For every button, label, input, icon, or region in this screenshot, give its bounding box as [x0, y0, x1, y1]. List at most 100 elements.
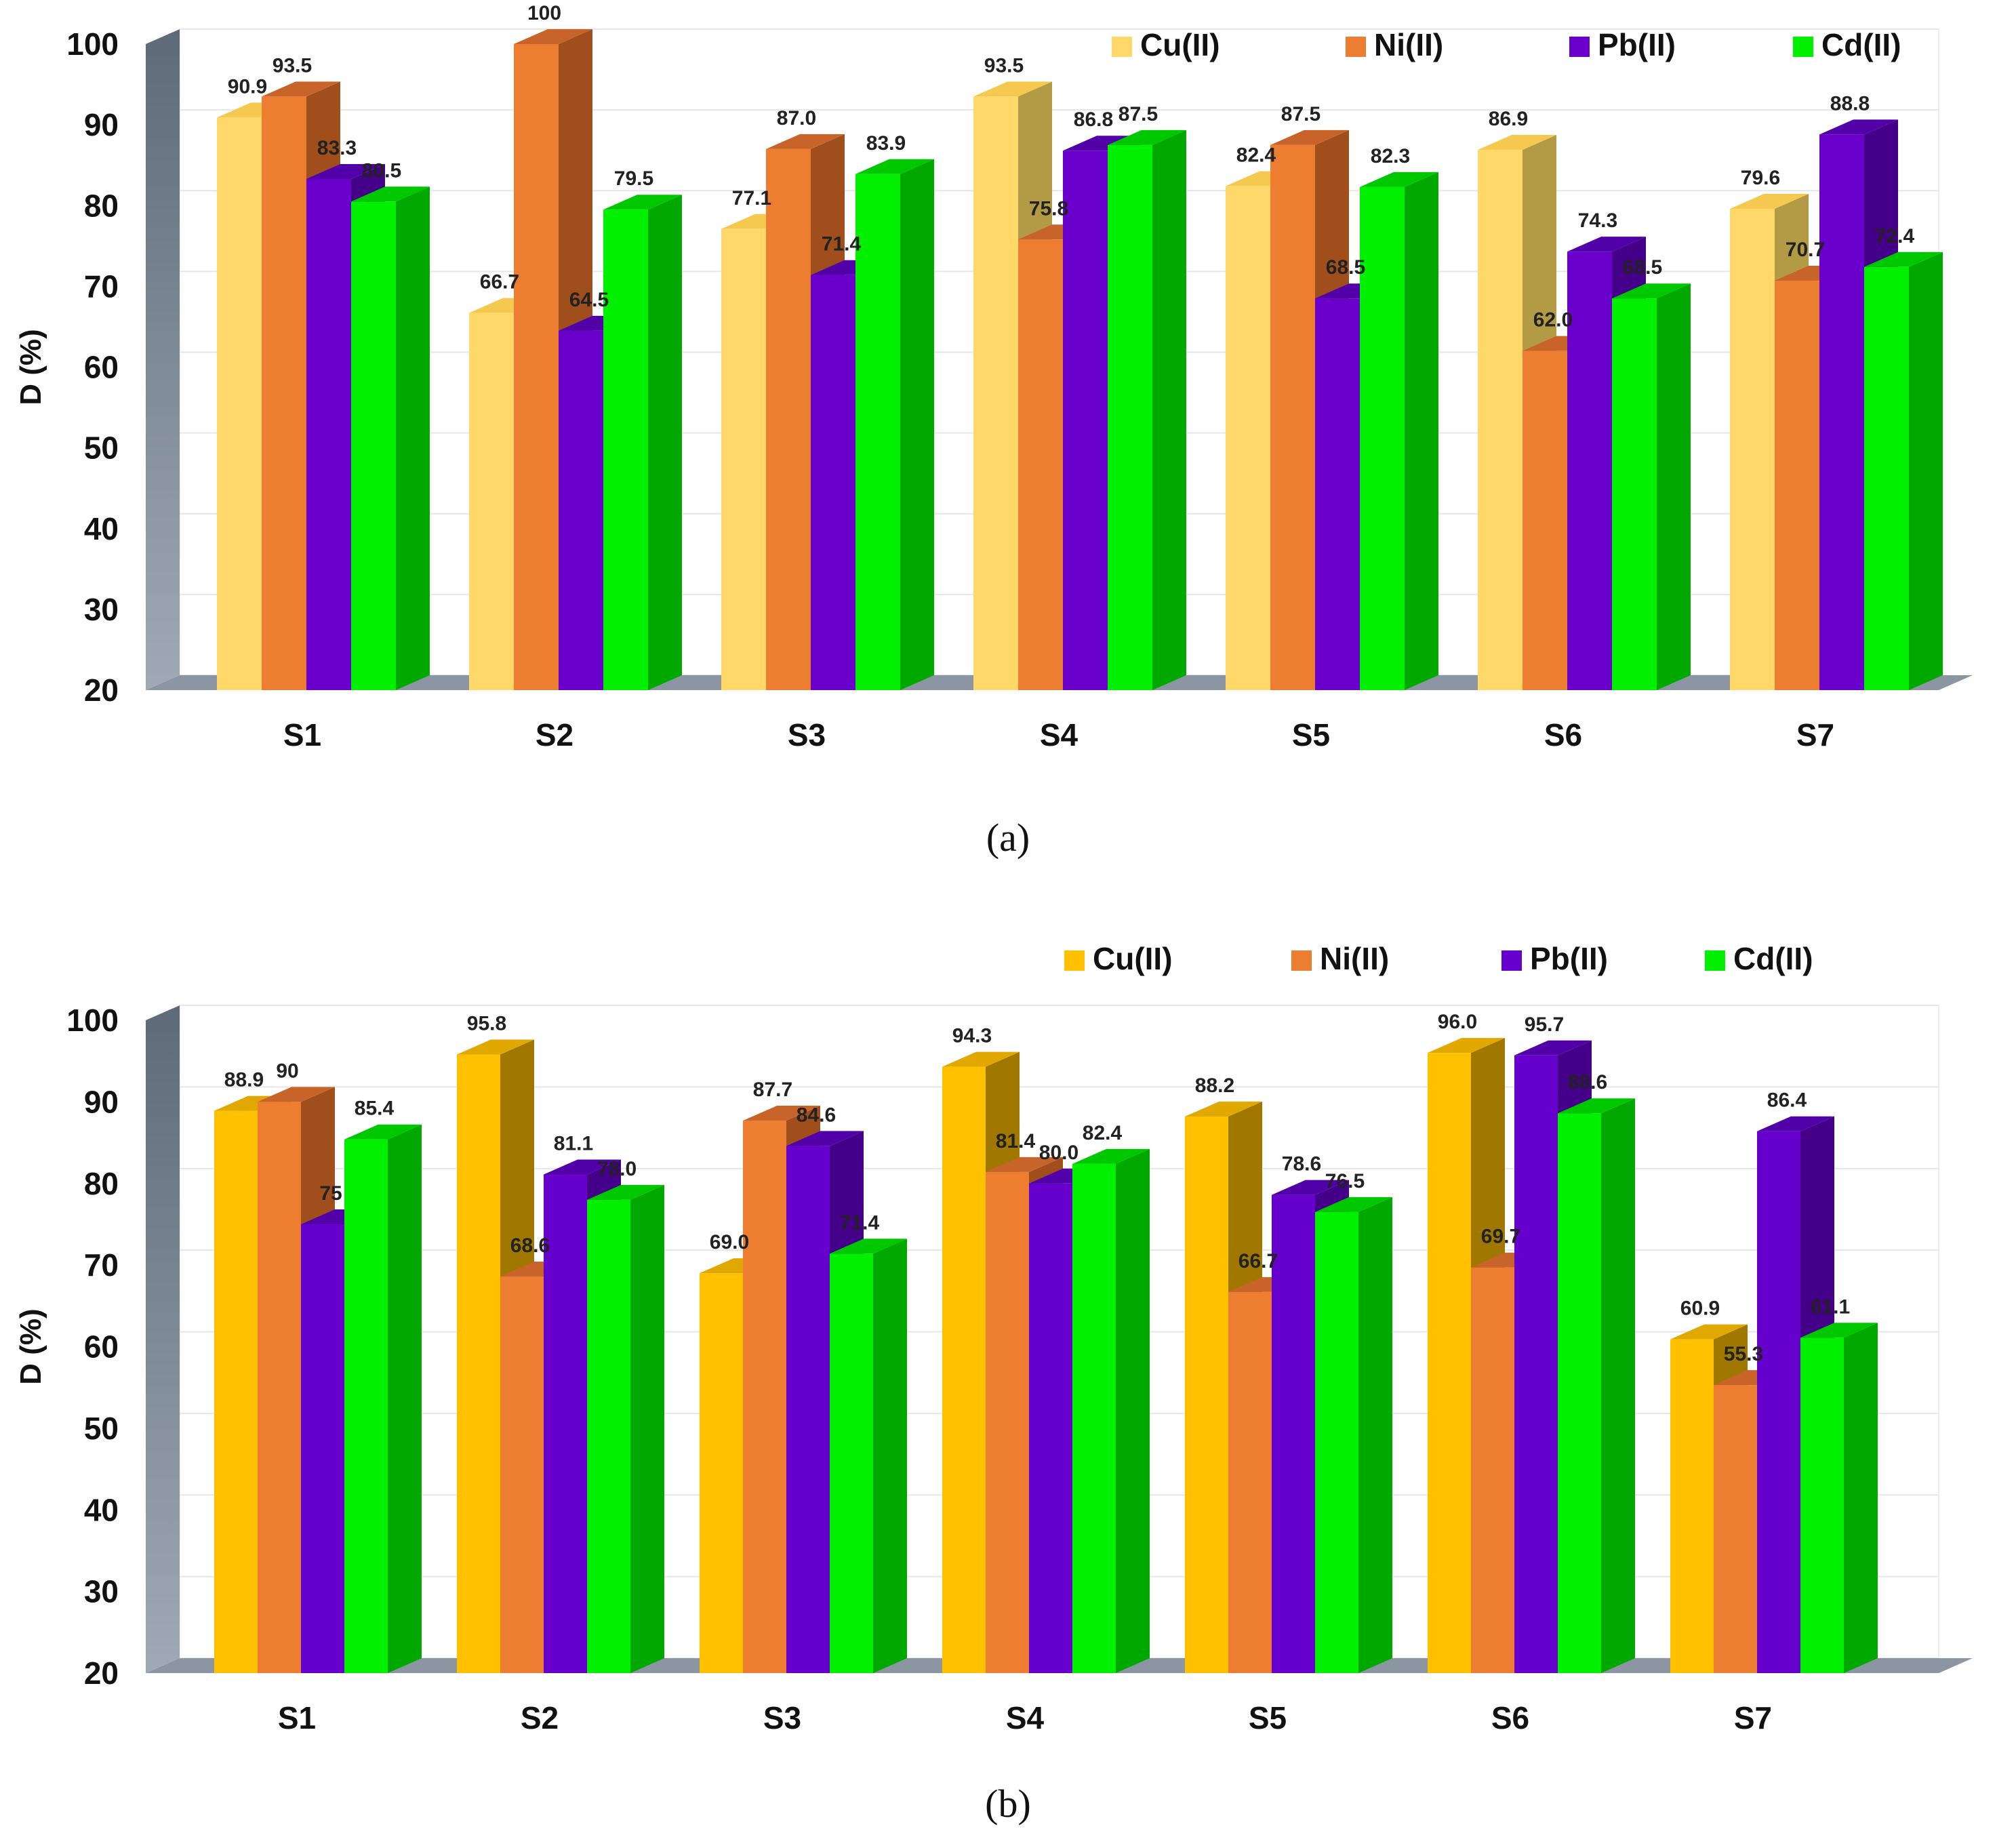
bar-front	[1819, 134, 1864, 691]
data-label: 86.4	[1767, 1089, 1807, 1112]
bar-top	[544, 1159, 621, 1175]
bar-top	[1757, 1116, 1834, 1131]
plot-side-wall	[146, 29, 180, 690]
y-tick-label: 80	[84, 1166, 119, 1201]
panel-caption: (a)	[986, 816, 1030, 860]
data-label: 62.0	[1533, 309, 1573, 332]
y-tick-label: 90	[84, 107, 119, 142]
bar-front	[855, 174, 900, 690]
bar-front	[811, 275, 855, 690]
data-label: 78.0	[597, 1158, 637, 1180]
x-tick-label: S6	[1544, 717, 1582, 752]
legend-swatch	[1346, 37, 1366, 57]
bar-front	[1730, 209, 1775, 690]
data-label: 95.8	[467, 1013, 506, 1035]
data-label: 66.7	[1238, 1250, 1278, 1272]
bar-front	[1478, 150, 1523, 690]
bar-front	[1018, 239, 1063, 691]
data-label: 75	[319, 1182, 342, 1205]
bar-front	[262, 96, 306, 690]
chart-a: 20 30 40 50 60 70 80 90 100 D (%) 90.9 93.5 83.3 80.5…	[0, 0, 2016, 881]
y-tick-label: 30	[84, 592, 119, 627]
data-label: 93.5	[273, 54, 312, 77]
x-tick-label: S2	[521, 1700, 559, 1735]
bar-top	[1315, 1197, 1392, 1212]
x-tick-label: S5	[1292, 717, 1330, 752]
bar-front	[721, 228, 766, 690]
data-label: 90.9	[228, 75, 267, 98]
data-label: 81.1	[554, 1133, 593, 1155]
bar-top	[306, 163, 385, 179]
data-label: 86.9	[1489, 108, 1528, 130]
y-tick-label: 50	[84, 1411, 119, 1446]
data-label: 87.0	[777, 107, 816, 129]
bar-top	[1558, 1098, 1635, 1114]
bar-top	[1670, 1324, 1748, 1340]
legend-swatch	[1569, 37, 1590, 57]
data-label: 69.7	[1481, 1226, 1520, 1248]
bar-s1-cdii	[344, 1124, 422, 1673]
legend-label: Cu(II)	[1140, 27, 1220, 62]
y-tick-label: 90	[84, 1084, 119, 1119]
data-label: 82.3	[1371, 145, 1410, 167]
bar-top	[1612, 283, 1691, 299]
data-label: 74.3	[1578, 209, 1617, 232]
bar-front	[351, 201, 396, 690]
bar-front	[1523, 350, 1567, 690]
bar-top	[514, 29, 592, 44]
bar-front	[1063, 150, 1108, 690]
bar-front	[1072, 1163, 1116, 1673]
bar-front	[1226, 186, 1270, 690]
bar-top	[1360, 172, 1438, 187]
y-tick-label: 30	[84, 1574, 119, 1609]
data-label: 87.7	[753, 1079, 792, 1101]
bar-side	[1358, 1197, 1392, 1673]
bar-front	[973, 96, 1018, 690]
bar-top	[603, 195, 682, 210]
bar-top	[1514, 1040, 1592, 1056]
bar-front	[1270, 144, 1315, 690]
legend-label: Pb(II)	[1530, 941, 1608, 976]
bar-side	[396, 186, 430, 690]
legend-label: Cu(II)	[1093, 941, 1173, 976]
bar-top	[351, 186, 430, 202]
bar-side	[388, 1124, 422, 1673]
y-tick-label: 70	[84, 1247, 119, 1283]
data-label: 78.6	[1282, 1153, 1321, 1176]
data-label: 66.7	[480, 271, 519, 294]
data-label: 90	[276, 1060, 298, 1082]
bar-top	[344, 1124, 422, 1140]
bar-front	[1558, 1113, 1601, 1673]
bar-front	[1185, 1117, 1228, 1673]
data-label: 86.8	[1074, 108, 1113, 131]
legend-label: Cd(II)	[1821, 27, 1901, 62]
bar-top	[1072, 1148, 1150, 1164]
x-tick-label: S3	[763, 1700, 801, 1735]
bar-front	[258, 1102, 301, 1673]
bar-front	[559, 330, 603, 690]
x-tick-label: S1	[278, 1700, 316, 1735]
bar-s2-cdii	[603, 195, 682, 690]
bar-front	[1428, 1053, 1471, 1673]
data-label: 88.9	[224, 1069, 264, 1091]
bar-front	[766, 148, 811, 691]
bar-s7-cdii	[1864, 252, 1943, 690]
bar-front	[587, 1199, 630, 1673]
data-label: 82.4	[1083, 1122, 1123, 1144]
bar-front	[1272, 1194, 1315, 1673]
x-tick-label: S4	[1006, 1700, 1045, 1735]
bar-top	[1428, 1038, 1505, 1053]
bar-top	[1478, 135, 1556, 150]
bar-side	[1116, 1148, 1150, 1673]
y-axis-label: D (%)	[14, 1308, 47, 1384]
bar-top	[1819, 119, 1898, 135]
data-label: 80.0	[1039, 1142, 1078, 1164]
bar-top	[1730, 194, 1809, 209]
bar-front	[1360, 186, 1405, 690]
bar-top	[1270, 129, 1349, 145]
x-tick-label: S4	[1040, 717, 1078, 752]
data-label: 75.8	[1029, 197, 1068, 220]
data-label: 88.8	[1830, 92, 1870, 115]
y-tick-label: 60	[84, 1329, 119, 1365]
y-axis-label: D (%)	[14, 329, 47, 405]
